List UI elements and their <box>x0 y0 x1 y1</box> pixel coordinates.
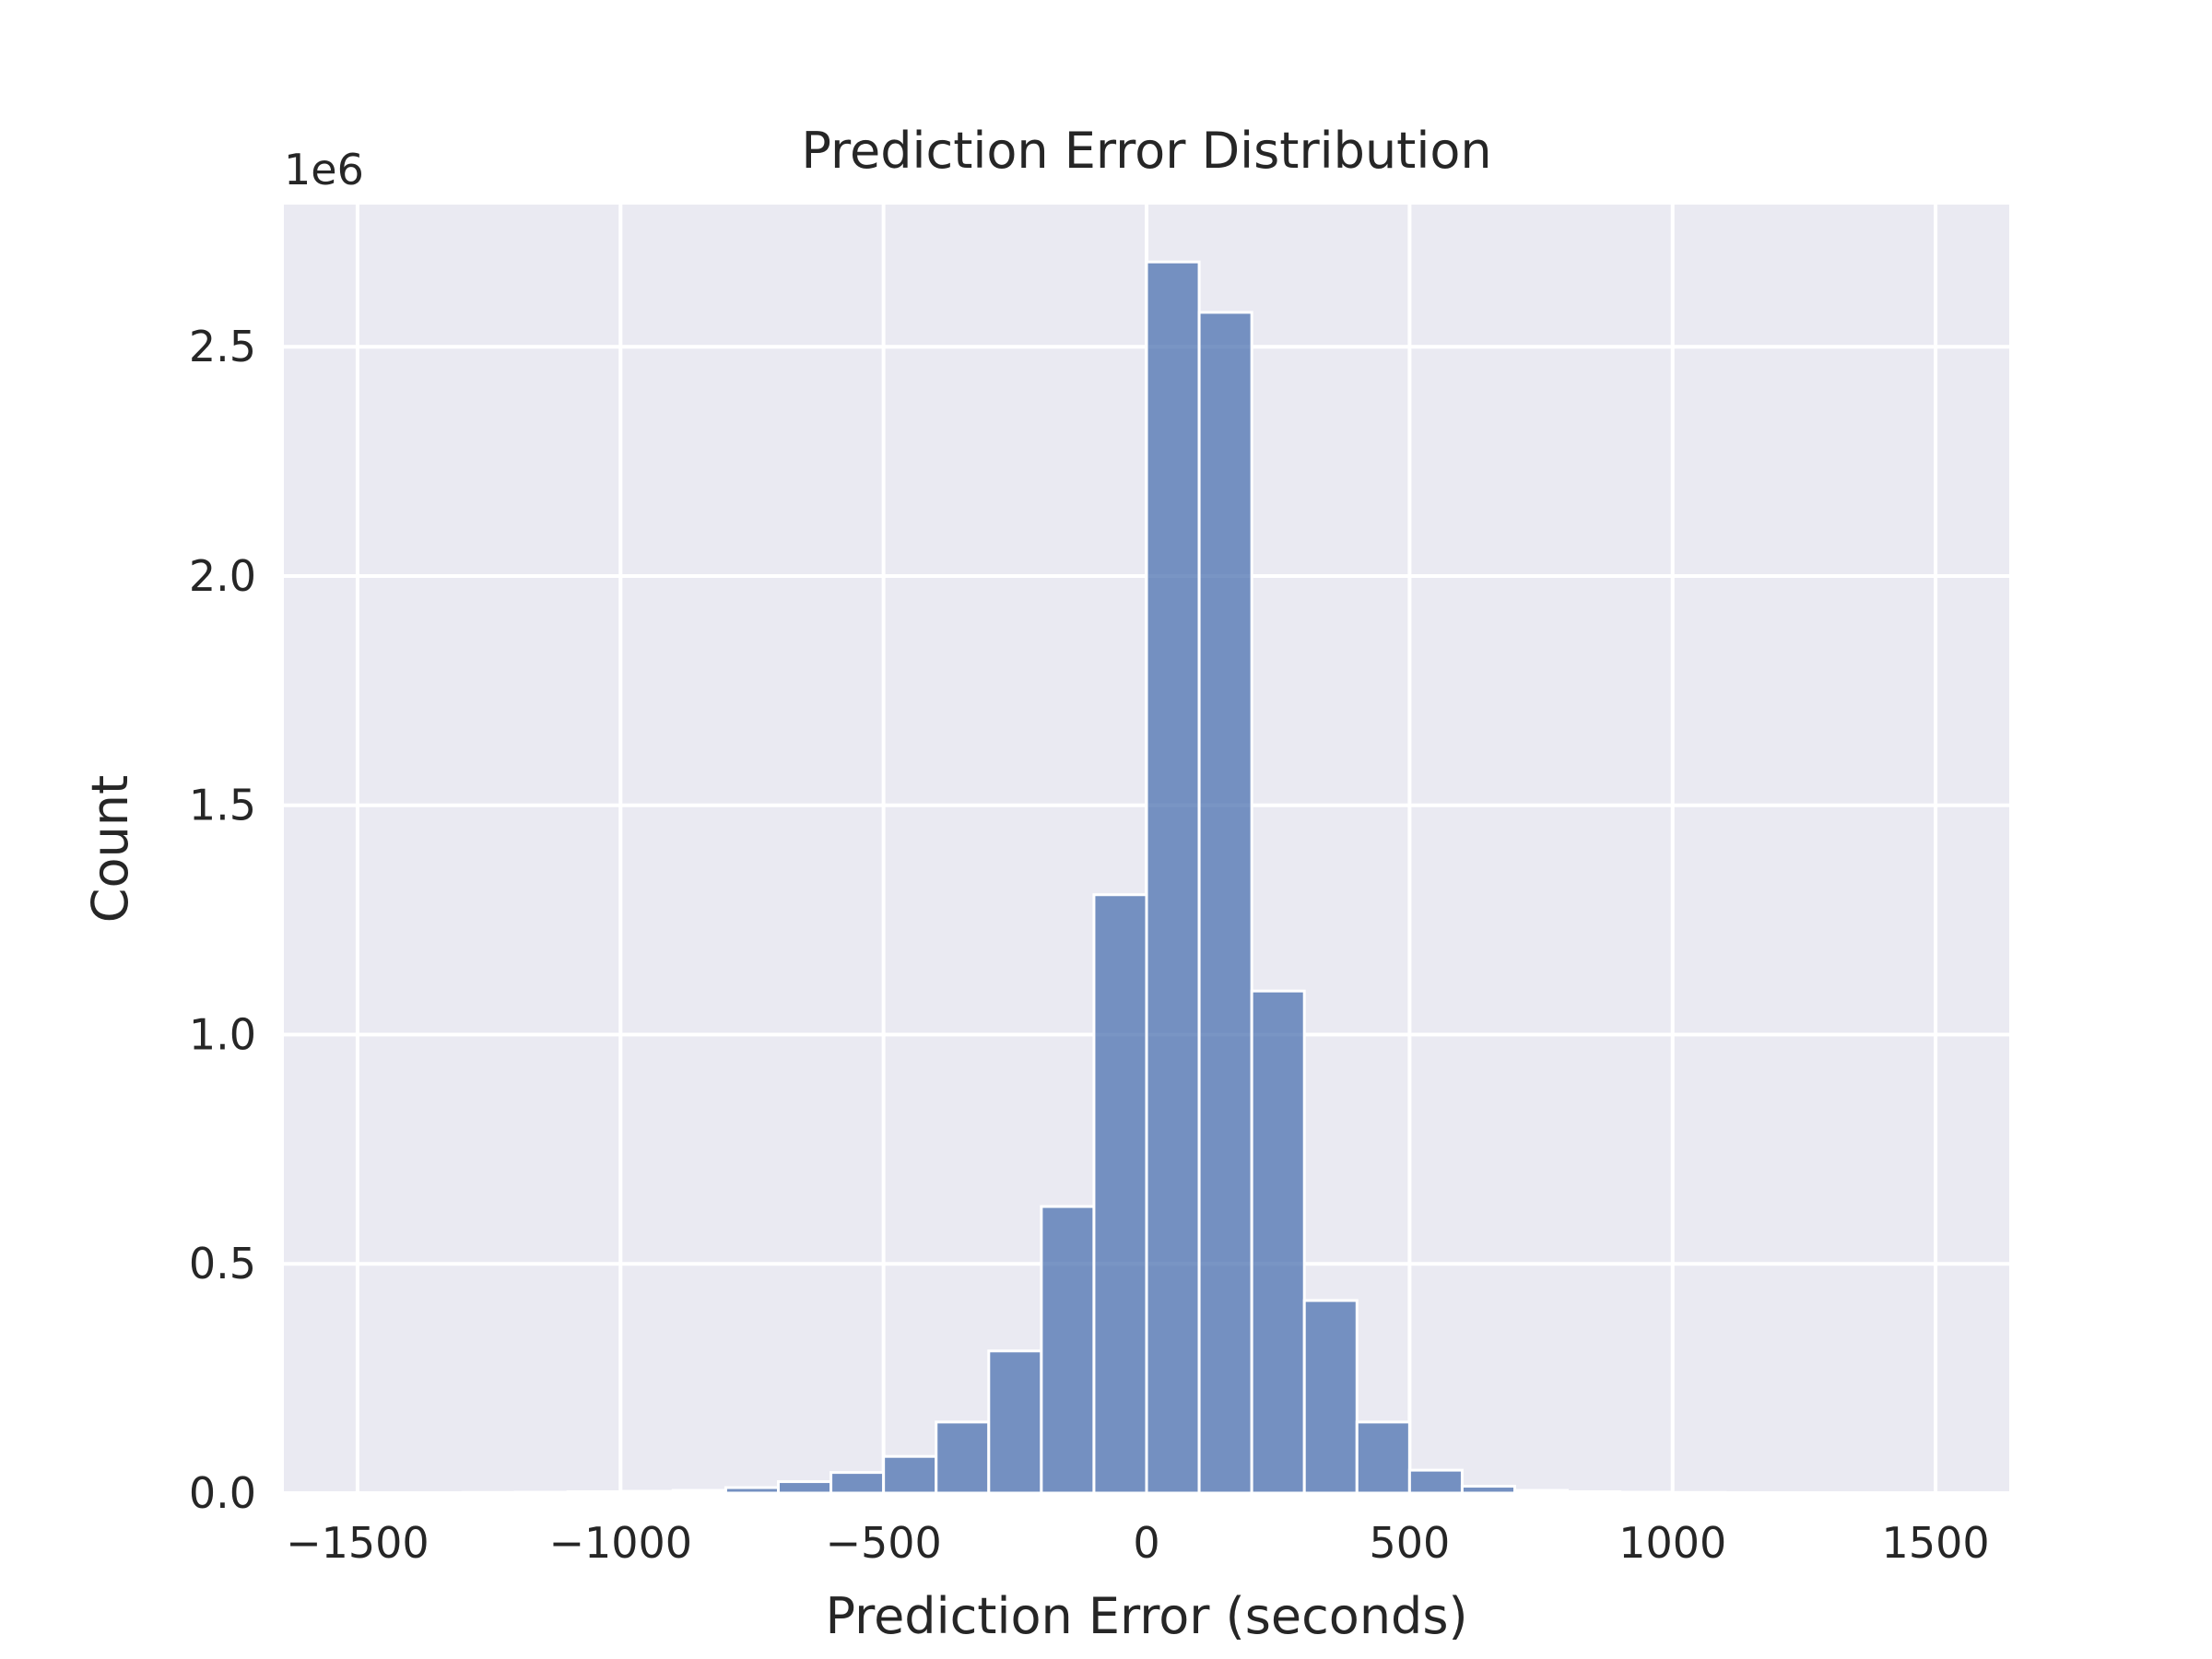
histogram-bar <box>935 1420 991 1495</box>
x-axis-ticks: −1500 −1000 −500 0 500 1000 1500 <box>286 1518 1990 1568</box>
y-axis-label: Count <box>81 775 139 923</box>
histogram-bar <box>1040 1205 1096 1495</box>
histogram-bar <box>987 1349 1043 1495</box>
histogram-bar <box>724 1486 780 1495</box>
histogram-bar <box>1513 1488 1570 1495</box>
histogram-bar <box>1566 1490 1622 1495</box>
y-tick-label: 1.0 <box>189 1009 256 1059</box>
histogram-bar <box>882 1454 938 1495</box>
histogram-bar <box>513 1490 570 1495</box>
histogram-bar <box>1618 1490 1675 1495</box>
histogram-bar <box>830 1471 886 1495</box>
chart-title: Prediction Error Distribution <box>801 122 1491 180</box>
histogram-bar <box>776 1480 833 1495</box>
histogram-bar <box>461 1490 517 1495</box>
histogram-bar <box>1092 893 1148 1495</box>
histogram-bar <box>1197 311 1253 1495</box>
x-axis-label: Prediction Error (seconds) <box>825 1587 1467 1645</box>
y-tick-label: 2.5 <box>189 322 256 371</box>
histogram-bar <box>1671 1490 1727 1495</box>
histogram-bars <box>356 260 1937 1495</box>
y-tick-label: 0.5 <box>189 1239 256 1288</box>
y-axis-ticks: 0.0 0.5 1.0 1.5 2.0 2.5 <box>189 322 256 1518</box>
histogram-bar <box>1355 1420 1411 1495</box>
y-axis-offset-label: 1e6 <box>284 145 364 194</box>
x-tick-label: 0 <box>1133 1518 1159 1568</box>
histogram-bar <box>1250 989 1306 1495</box>
x-tick-label: −500 <box>825 1518 941 1568</box>
histogram-bar <box>671 1488 727 1495</box>
histogram-bar <box>1302 1299 1359 1495</box>
x-tick-label: 1000 <box>1618 1518 1726 1568</box>
histogram-bar <box>618 1489 675 1495</box>
histogram-bar <box>566 1490 622 1495</box>
y-tick-label: 0.0 <box>189 1468 256 1518</box>
histogram-bar <box>1145 260 1201 1495</box>
x-tick-label: −1000 <box>548 1518 692 1568</box>
x-tick-label: 1500 <box>1882 1518 1990 1568</box>
y-tick-label: 2.0 <box>189 551 256 601</box>
y-tick-label: 1.5 <box>189 781 256 830</box>
histogram-bar <box>1460 1485 1517 1495</box>
x-tick-label: −1500 <box>286 1518 429 1568</box>
histogram-bar <box>1407 1468 1464 1495</box>
x-tick-label: 500 <box>1369 1518 1450 1568</box>
